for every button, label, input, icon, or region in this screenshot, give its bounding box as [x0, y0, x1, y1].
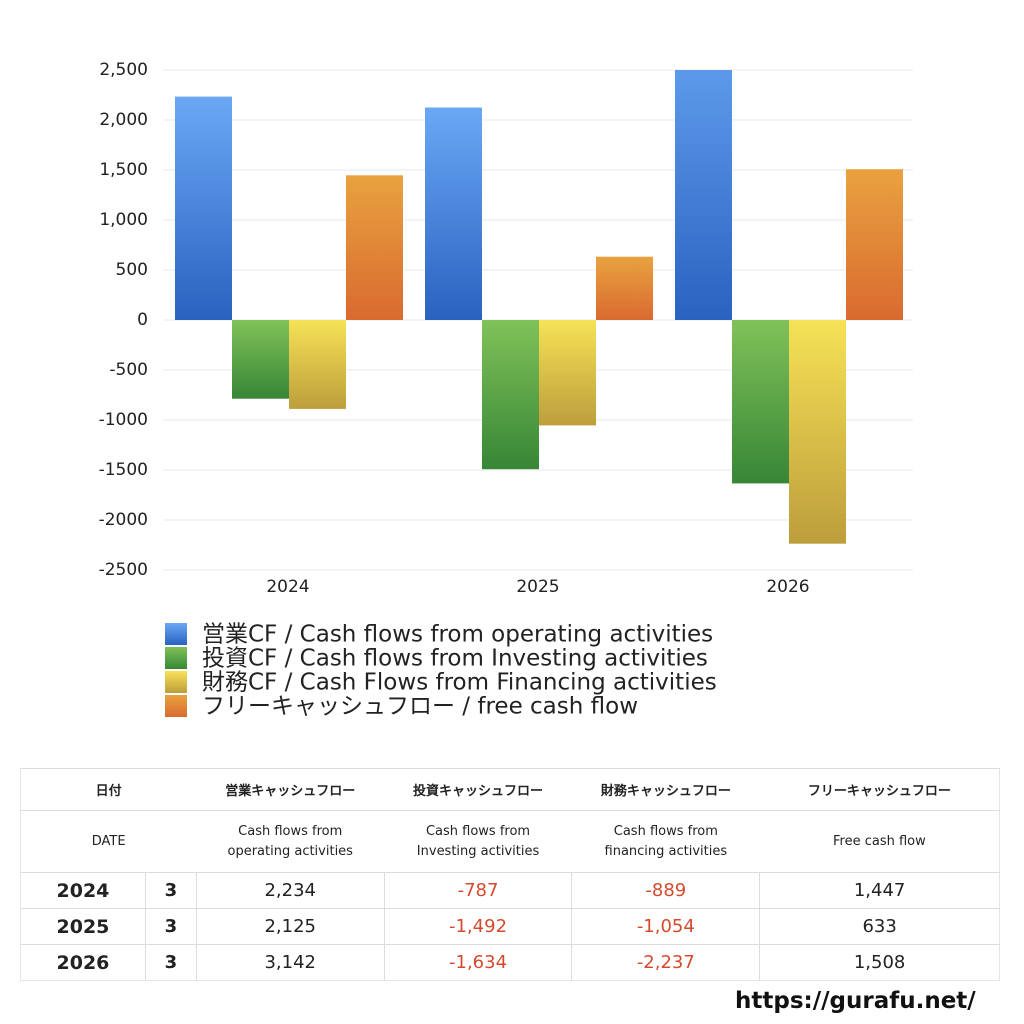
y-tick-label: 1,000 [99, 210, 148, 230]
bar [289, 320, 346, 409]
table-cell: 2,234 [195, 872, 385, 909]
x-tick-label: 2026 [766, 577, 809, 597]
legend-swatch [165, 647, 187, 669]
bar [846, 169, 903, 320]
bar [425, 107, 482, 320]
table-cell: Cash flows from operating activities [196, 810, 385, 873]
table-cell: 2026 [20, 944, 146, 981]
legend-swatch [165, 695, 187, 717]
y-tick-label: 2,000 [99, 110, 148, 130]
bar [175, 96, 232, 320]
bar [482, 320, 539, 470]
table-cell: 日付 [20, 768, 197, 811]
footer-url: https://gurafu.net/ [735, 988, 976, 1014]
legend-text: フリーキャッシュフロー / free cash flow [202, 694, 638, 720]
table-cell: Cash flows from Investing activities [384, 810, 572, 873]
y-tick-label: 500 [116, 260, 148, 280]
legend-text: 投資CF / Cash flows from Investing activit… [202, 646, 708, 672]
table-cell: -1,634 [383, 944, 572, 981]
bar [789, 320, 846, 544]
bar [346, 175, 403, 320]
y-tick-label: -1500 [99, 460, 148, 480]
table-cell: 財務キャッシュフロー [571, 768, 760, 811]
y-tick-label: -2000 [99, 510, 148, 530]
legend-text: 営業CF / Cash flows from operating activit… [202, 622, 713, 648]
legend-text: 財務CF / Cash Flows from Financing activit… [202, 670, 717, 696]
table-cell: 2024 [20, 872, 146, 909]
table-cell: 投資キャッシュフロー [384, 768, 572, 811]
y-tick-label: 0 [137, 310, 148, 330]
table-cell: 1,508 [759, 944, 1000, 981]
legend-swatch [165, 623, 187, 645]
y-tick-label: 2,500 [99, 60, 148, 80]
table-row: 2026 3 3,142 -1,634 -2,237 1,508 [20, 944, 1000, 981]
table-cell: -2,237 [571, 944, 760, 981]
bar [232, 320, 289, 399]
table-cell: -787 [383, 872, 572, 909]
bar [675, 70, 732, 321]
table-cell: -1,054 [571, 908, 760, 945]
bar [732, 320, 789, 484]
y-tick-label: -500 [109, 360, 148, 380]
table-cell: 3,142 [195, 944, 385, 981]
table-cell: 営業キャッシュフロー [196, 768, 385, 811]
chart: -2500 -2000 -1500 -1000 -500 0 500 1,000 1,500 2,… [99, 60, 913, 720]
table-cell: Cash flows from financing activities [571, 810, 760, 873]
table-cell: 3 [144, 908, 197, 945]
table-cell: 1,447 [759, 872, 1000, 909]
table-row: DATE Cash flows from operating activities… [20, 810, 1000, 873]
table-cell: 633 [759, 908, 1000, 945]
y-tick-label: -1000 [99, 410, 148, 430]
bar [539, 320, 596, 426]
data-table: 日付 営業キャッシュフロー 投資キャッシュフロー 財務キャッシュフロー フリーキャッシュ… [20, 768, 1000, 981]
y-tick-label: 1,500 [99, 160, 148, 180]
x-tick-label: 2025 [516, 577, 559, 597]
legend-swatch [165, 671, 187, 693]
table-cell: フリーキャッシュフロー [759, 768, 1000, 811]
table-cell: -1,492 [383, 908, 572, 945]
table-cell: 3 [144, 944, 197, 981]
x-tick-label: 2024 [266, 577, 309, 597]
bar [596, 256, 653, 320]
table-cell: 3 [144, 872, 197, 909]
table-cell: 2,125 [195, 908, 385, 945]
y-tick-label: -2500 [99, 560, 148, 580]
plot-area [175, 70, 903, 544]
table-row: 2024 3 2,234 -787 -889 1,447 [20, 872, 1000, 909]
table-row: 2025 3 2,125 -1,492 -1,054 633 [20, 908, 1000, 945]
table-cell: Free cash flow [759, 810, 1000, 873]
table-row: 日付 営業キャッシュフロー 投資キャッシュフロー 財務キャッシュフロー フリーキャッシュ… [20, 768, 1000, 811]
table-cell: 2025 [20, 908, 146, 945]
table-cell: -889 [571, 872, 760, 909]
table-cell: DATE [20, 810, 197, 873]
